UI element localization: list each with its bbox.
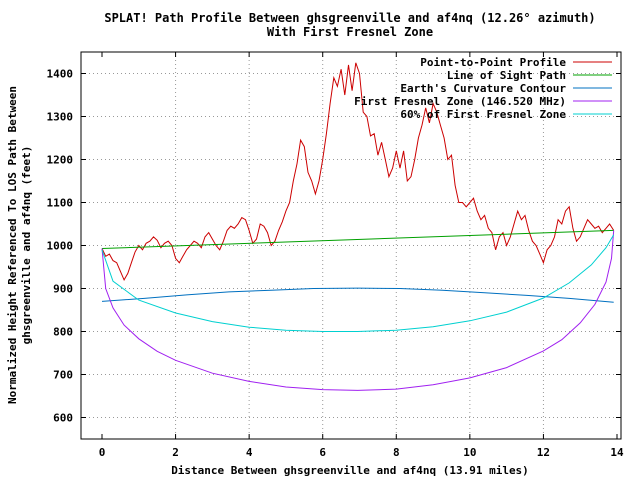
- x-tick-label: 8: [393, 446, 400, 459]
- chart-title: SPLAT! Path Profile Between ghsgreenvill…: [104, 11, 595, 25]
- x-axis-ticks: 0 2 4 6 8 10 12 14: [99, 52, 624, 459]
- x-axis-label: Distance Between ghsgreenville and af4nq…: [171, 464, 529, 477]
- x-tick-label: 10: [463, 446, 476, 459]
- x-tick-label: 12: [537, 446, 550, 459]
- x-tick-label: 14: [610, 446, 624, 459]
- grid: [81, 52, 621, 439]
- y-tick-label: 600: [53, 412, 73, 425]
- legend-label: Earth's Curvature Contour: [400, 82, 566, 95]
- legend-label: Point-to-Point Profile: [420, 56, 566, 69]
- series-lines: [101, 62, 615, 391]
- y-axis-label-line-1: Normalized Height Referenced To LOS Path…: [6, 86, 19, 404]
- y-tick-label: 900: [53, 283, 73, 296]
- y-tick-label: 1300: [47, 111, 74, 124]
- x-tick-label: 4: [246, 446, 253, 459]
- series-line-first-fresnel-zone-146-520-mhz: [101, 230, 615, 391]
- x-tick-label: 2: [172, 446, 179, 459]
- y-tick-label: 1200: [47, 154, 74, 167]
- y-axis-label-line-2: ghsgreenville and af4nq (feet): [20, 146, 33, 345]
- chart-subtitle: With First Fresnel Zone: [267, 25, 433, 39]
- series-line-line-of-sight-path: [101, 229, 614, 249]
- y-tick-label: 700: [53, 369, 73, 382]
- series-line-60-of-first-fresnel-zone: [101, 234, 615, 332]
- y-tick-label: 1400: [47, 68, 74, 81]
- series-line-earth-s-curvature-contour: [101, 287, 614, 303]
- y-tick-label: 1100: [47, 197, 74, 210]
- y-tick-label: 1000: [47, 240, 74, 253]
- legend-label: First Fresnel Zone (146.520 MHz): [354, 95, 566, 108]
- y-tick-label: 800: [53, 326, 73, 339]
- x-tick-label: 0: [99, 446, 106, 459]
- legend-label: 60% of First Fresnel Zone: [400, 108, 566, 121]
- y-axis-ticks: 600 700 800 900 1000 1100 1200 1300 1400: [47, 68, 621, 425]
- x-tick-label: 6: [319, 446, 326, 459]
- legend-label: Line of Sight Path: [447, 69, 566, 82]
- series-line-point-to-point-profile: [101, 62, 615, 282]
